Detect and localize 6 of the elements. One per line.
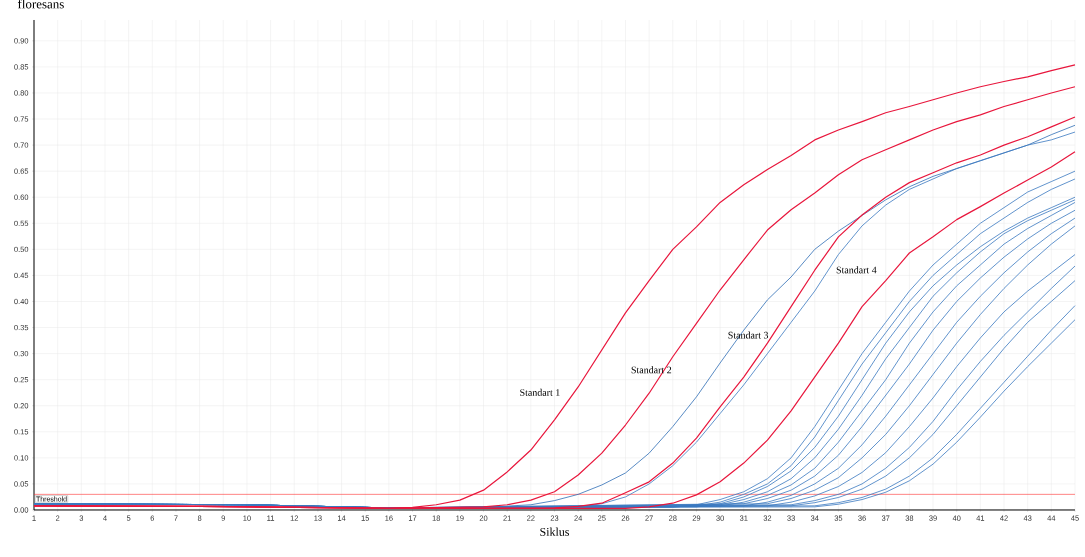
annotation: Standart 1 xyxy=(520,388,560,396)
annotation: Standart 3 xyxy=(728,331,769,339)
y-axis-title: floresans xyxy=(17,0,64,9)
x-axis-title: Siklus xyxy=(540,527,570,536)
annotation: Standart 2 xyxy=(631,366,672,374)
annotation: Standart 4 xyxy=(836,266,877,274)
